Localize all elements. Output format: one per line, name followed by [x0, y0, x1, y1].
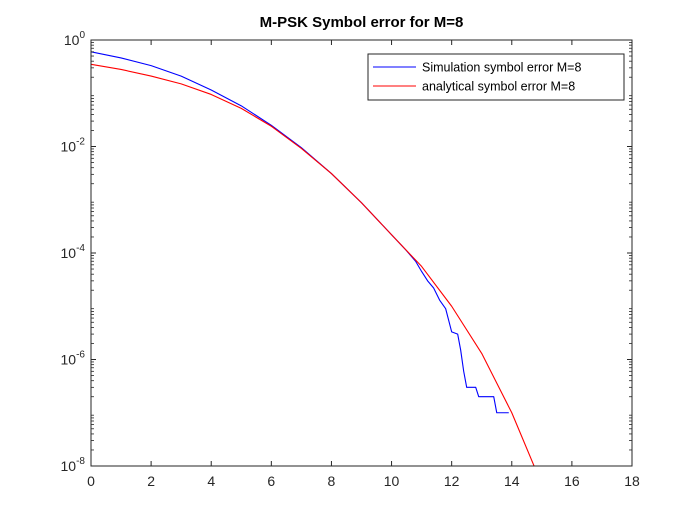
- x-tick-label: 18: [624, 473, 640, 489]
- chart-title: M-PSK Symbol error for M=8: [260, 14, 464, 31]
- x-tick-label: 12: [444, 473, 460, 489]
- y-tick-label: 10-8: [61, 456, 86, 474]
- x-tick-label: 6: [267, 473, 275, 489]
- x-tick-label: 8: [328, 473, 336, 489]
- x-tick-label: 0: [87, 473, 95, 489]
- plot-background: [91, 40, 632, 466]
- axes-layer: 0 2 4 6 8 10 12 14 16 18 10-8 10-6 10-4 10-2 100: [61, 30, 640, 489]
- plot-area: [91, 40, 632, 466]
- x-tick-label: 2: [147, 473, 155, 489]
- y-tick-label: 10-4: [61, 243, 86, 261]
- legend-box: [367, 53, 625, 101]
- x-tick-label: 10: [384, 473, 400, 489]
- series-layer: [91, 51, 566, 466]
- y-tick-label: 10-2: [61, 137, 86, 155]
- series-line-simulation: [91, 51, 509, 414]
- series-line-analytical: [91, 63, 566, 466]
- y-tick-label: 100: [64, 30, 86, 48]
- legend-label-simulation: Simulation symbol error M=8: [422, 61, 581, 75]
- y-tick-label: 10-6: [61, 350, 86, 368]
- x-tick-label: 14: [504, 473, 520, 489]
- x-tick-label: 16: [564, 473, 580, 489]
- legend-label-analytical: analytical symbol error M=8: [422, 80, 575, 94]
- legend: Simulation symbol error M=8 analytical sy…: [367, 53, 625, 101]
- x-tick-label: 4: [207, 473, 215, 489]
